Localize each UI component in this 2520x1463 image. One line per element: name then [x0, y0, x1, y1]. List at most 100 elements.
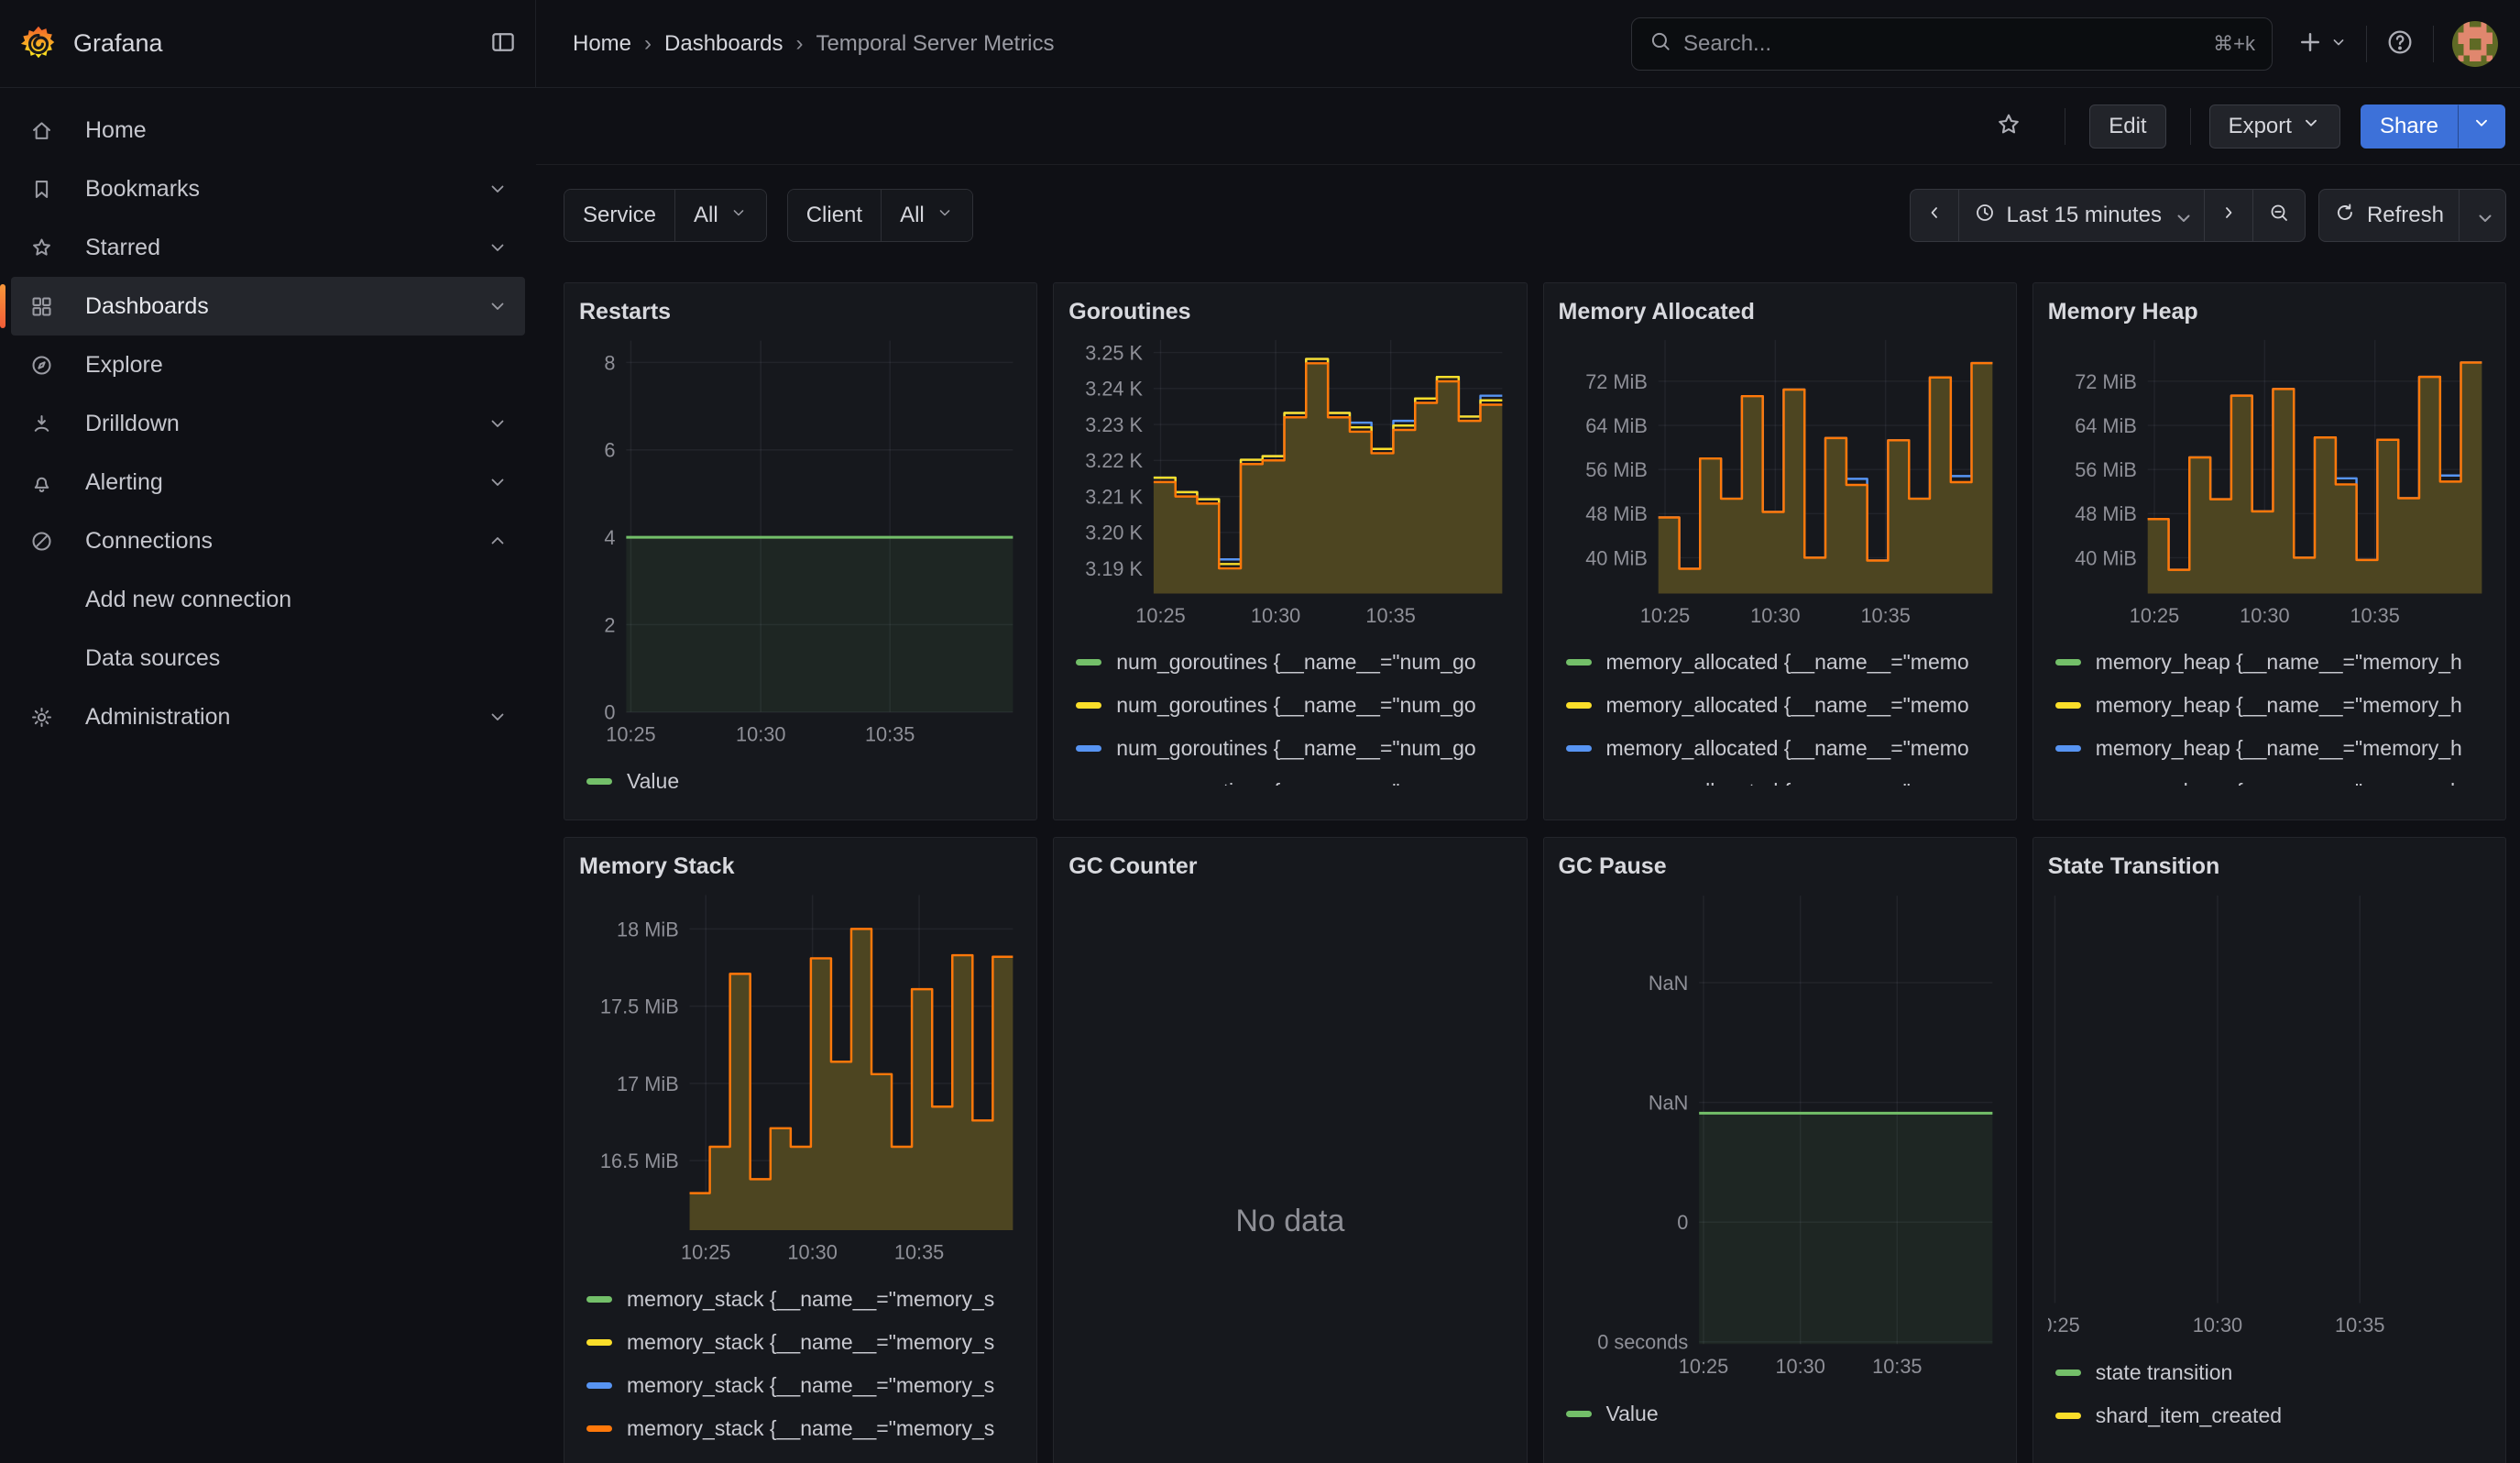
legend-item[interactable]: memory_stack {__name__="memory_s: [586, 1278, 1022, 1321]
legend-item[interactable]: memory_heap {__name__="memory_h: [2055, 770, 2491, 786]
legend-item[interactable]: state transition: [2054, 1351, 2491, 1394]
legend-item[interactable]: memory_stack {__name__="memory_s: [586, 1407, 1022, 1450]
edit-button[interactable]: Edit: [2089, 104, 2166, 148]
sidebar-item-starred[interactable]: Starred: [11, 218, 525, 277]
svg-text:0: 0: [604, 701, 615, 724]
sidebar-item-add-new-connection[interactable]: Add new connection: [11, 570, 525, 629]
sidebar-item-administration[interactable]: Administration: [11, 688, 525, 746]
svg-text:10:30: 10:30: [1775, 1355, 1824, 1378]
chevron-down-icon[interactable]: [487, 295, 509, 317]
panel-title[interactable]: State Transition: [2047, 852, 2220, 879]
sidebar-item-explore[interactable]: Explore: [11, 336, 525, 394]
sidebar-item-home[interactable]: Home: [11, 101, 525, 160]
panel-title[interactable]: Memory Heap: [2047, 298, 2198, 324]
legend-item[interactable]: memory_allocated {__name__="memo: [1565, 641, 2001, 684]
sidebar-item-bookmarks[interactable]: Bookmarks: [11, 160, 525, 218]
dock-menu-button[interactable]: [489, 28, 517, 59]
home-icon: [29, 118, 54, 143]
chevron-down-icon[interactable]: [487, 412, 509, 434]
legend-series-label: memory_stack {__name__="memory_s: [627, 1287, 995, 1311]
panel-legend: memory_heap {__name__="memory_h memory_he…: [2048, 641, 2491, 786]
sidebar-item-dashboards[interactable]: Dashboards: [0, 277, 525, 336]
timeseries-chart[interactable]: 0 2 4 6 8 10:25 10:30 10:35: [579, 329, 1022, 751]
breadcrumb-separator: ›: [795, 30, 804, 56]
sidebar-item-drilldown[interactable]: Drilldown: [11, 394, 525, 453]
variable-value-dropdown[interactable]: All: [882, 190, 972, 241]
legend-series-color: [586, 1425, 612, 1432]
svg-text:10:25: 10:25: [1678, 1355, 1727, 1378]
panel-title[interactable]: Memory Stack: [579, 852, 735, 879]
chevron-up-icon[interactable]: [487, 530, 509, 552]
chevron-down-icon[interactable]: [487, 706, 509, 728]
panel-legend: state transition shard_item_created: [2048, 1351, 2491, 1437]
sidebar-item-alerting[interactable]: Alerting: [11, 453, 525, 512]
legend-item[interactable]: Value: [1565, 1392, 2001, 1436]
sidebar-item-label: Dashboards: [85, 292, 209, 319]
chevron-down-icon[interactable]: [487, 236, 509, 258]
legend-item[interactable]: memory_stack {__name__="memory_s: [586, 1321, 1022, 1364]
panel-title[interactable]: Goroutines: [1068, 298, 1191, 324]
chevron-down-icon[interactable]: [487, 178, 509, 200]
variable-value-dropdown[interactable]: All: [675, 190, 766, 241]
legend-item[interactable]: num_goroutines {__name__="num_go: [1076, 684, 1511, 727]
legend-item[interactable]: num_goroutines {__name__="num_go: [1076, 770, 1511, 786]
dashboard-scroll-area[interactable]: Service All Client All Last 15 minutes: [536, 165, 2520, 1463]
legend-item[interactable]: memory_allocated {__name__="memo: [1566, 770, 2001, 786]
timeseries-chart[interactable]: 10:25 10:30 10:35: [2048, 884, 2491, 1342]
time-shift-back-button[interactable]: [1911, 190, 1959, 241]
sync-icon: [2334, 202, 2356, 230]
breadcrumb-item[interactable]: Home: [573, 30, 632, 56]
chevron-down-icon: [936, 203, 954, 228]
panel-title[interactable]: GC Counter: [1068, 852, 1198, 879]
breadcrumb-item[interactable]: Dashboards: [664, 30, 783, 56]
sidebar-item-connections[interactable]: Connections: [11, 512, 525, 570]
zoom-out-button[interactable]: [2253, 190, 2305, 241]
timeseries-chart[interactable]: 16.5 MiB 17 MiB 17.5 MiB 18 MiB 10:25 10:30 10…: [579, 884, 1022, 1269]
time-shift-forward-button[interactable]: [2205, 190, 2253, 241]
refresh-button[interactable]: Refresh: [2319, 190, 2460, 241]
timeseries-chart[interactable]: 40 MiB 48 MiB 56 MiB 64 MiB 72 MiB 10:25 10:30…: [2048, 329, 2491, 632]
timeseries-chart[interactable]: 3.19 K 3.20 K 3.21 K 3.22 K 3.23 K 3.24 K 3.25…: [1068, 329, 1511, 632]
help-button[interactable]: [2385, 28, 2415, 60]
user-avatar[interactable]: [2452, 20, 2498, 67]
svg-text:40 MiB: 40 MiB: [1585, 546, 1648, 569]
star-icon: [1995, 111, 2022, 141]
legend-item[interactable]: memory_heap {__name__="memory_h: [2054, 684, 2491, 727]
add-new-button[interactable]: [2296, 28, 2348, 59]
panel-title[interactable]: Restarts: [579, 298, 672, 324]
breadcrumb-item: Temporal Server Metrics: [816, 30, 1055, 56]
timeseries-chart[interactable]: 0 seconds 0 NaN NaN 10:25 10:30 10:35: [1559, 884, 2001, 1383]
svg-text:NaN: NaN: [1648, 972, 1687, 995]
sidebar-item-label: Bookmarks: [85, 175, 201, 202]
svg-text:10:25: 10:25: [1639, 604, 1689, 627]
refresh-interval-button[interactable]: [2460, 190, 2505, 241]
share-menu-button[interactable]: [2458, 104, 2505, 148]
no-data-message: No data: [1235, 1203, 1345, 1238]
legend-item[interactable]: memory_allocated {__name__="memo: [1565, 727, 2001, 770]
chevron-down-icon[interactable]: [487, 471, 509, 493]
panel-title[interactable]: Memory Allocated: [1558, 298, 1755, 324]
search-input[interactable]: [1683, 30, 2203, 57]
panel-legend: memory_stack {__name__="memory_s memory_s…: [579, 1278, 1022, 1450]
search-box[interactable]: ⌘+k: [1631, 16, 2273, 71]
legend-item[interactable]: num_goroutines {__name__="num_go: [1076, 641, 1511, 684]
legend-item[interactable]: num_goroutines {__name__="num_go: [1076, 727, 1511, 770]
time-range-picker[interactable]: Last 15 minutes: [1959, 190, 2205, 241]
legend-series-label: num_goroutines {__name__="num_go: [1116, 779, 1475, 786]
legend-item[interactable]: memory_allocated {__name__="memo: [1565, 684, 2001, 727]
legend-item[interactable]: memory_stack {__name__="memory_s: [586, 1364, 1022, 1407]
legend-item[interactable]: Value: [586, 760, 1022, 803]
legend-series-label: memory_allocated {__name__="memo: [1605, 693, 1969, 717]
legend-item[interactable]: memory_heap {__name__="memory_h: [2054, 641, 2491, 684]
sidebar-item-data-sources[interactable]: Data sources: [11, 629, 525, 688]
chevron-down-icon: [2471, 113, 2492, 139]
legend-item[interactable]: shard_item_created: [2054, 1394, 2491, 1437]
timeseries-chart[interactable]: 40 MiB 48 MiB 56 MiB 64 MiB 72 MiB 10:25 10:30…: [1559, 329, 2001, 632]
panel-title[interactable]: GC Pause: [1558, 852, 1667, 879]
export-button[interactable]: Export: [2208, 104, 2340, 148]
share-button[interactable]: Share: [2360, 104, 2458, 148]
sidebar-item-label: Add new connection: [85, 586, 292, 612]
legend-item[interactable]: memory_heap {__name__="memory_h: [2054, 727, 2491, 770]
favorite-button[interactable]: [1995, 111, 2022, 141]
grafana-logo-icon: [18, 24, 59, 64]
